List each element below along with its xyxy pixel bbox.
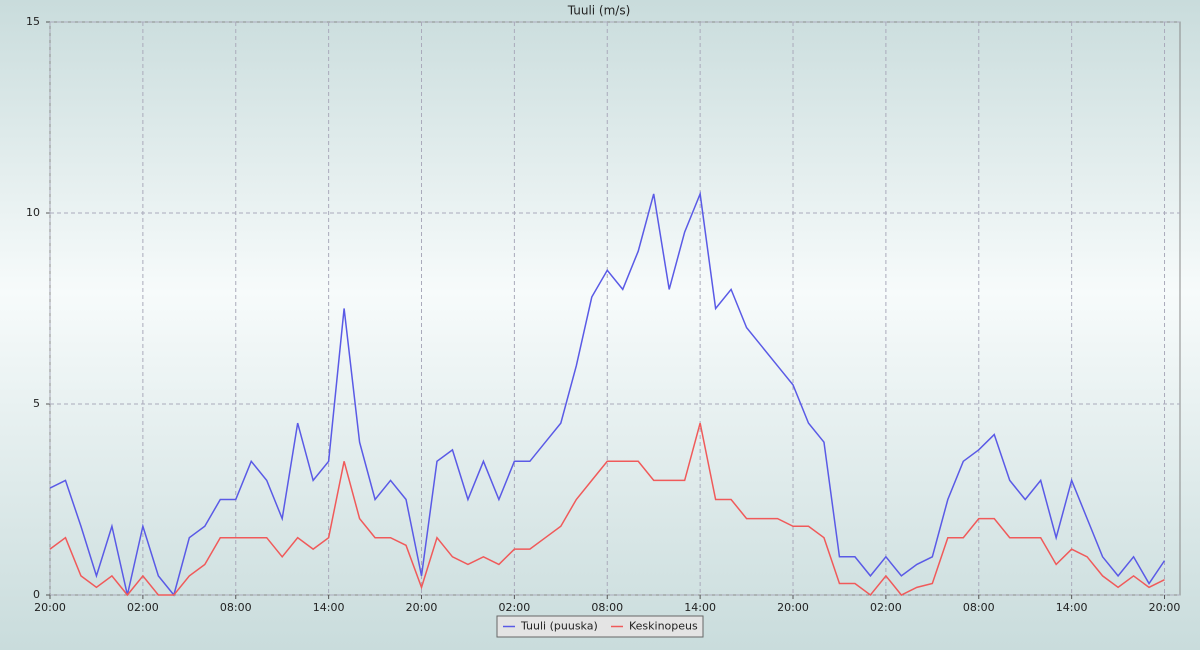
legend-label: Keskinopeus (629, 620, 698, 633)
y-tick-label: 15 (26, 15, 40, 28)
y-tick-label: 5 (33, 397, 40, 410)
series-line (49, 191, 1166, 597)
legend-box (496, 615, 704, 638)
x-tick-label: 08:00 (220, 601, 252, 614)
x-tick-label: 08:00 (591, 601, 623, 614)
x-tick-label: 02:00 (499, 601, 531, 614)
x-tick-label: 14:00 (684, 601, 716, 614)
chart-title: Tuuli (m/s) (567, 4, 631, 18)
x-tick-label: 02:00 (870, 601, 902, 614)
plot-area (49, 21, 1181, 596)
series-line (49, 422, 1165, 597)
x-tick-label: 20:00 (777, 601, 809, 614)
y-tick-label: 0 (33, 588, 40, 601)
x-tick-label: 14:00 (1056, 601, 1088, 614)
x-tick-label: 02:00 (127, 601, 159, 614)
x-tick-label: 20:00 (406, 601, 438, 614)
y-tick-label: 10 (26, 206, 40, 219)
legend-label: Tuuli (puuska) (520, 620, 598, 633)
x-tick-label: 20:00 (1149, 601, 1181, 614)
x-tick-label: 20:00 (34, 601, 66, 614)
x-tick-label: 08:00 (963, 601, 995, 614)
x-tick-label: 14:00 (313, 601, 345, 614)
